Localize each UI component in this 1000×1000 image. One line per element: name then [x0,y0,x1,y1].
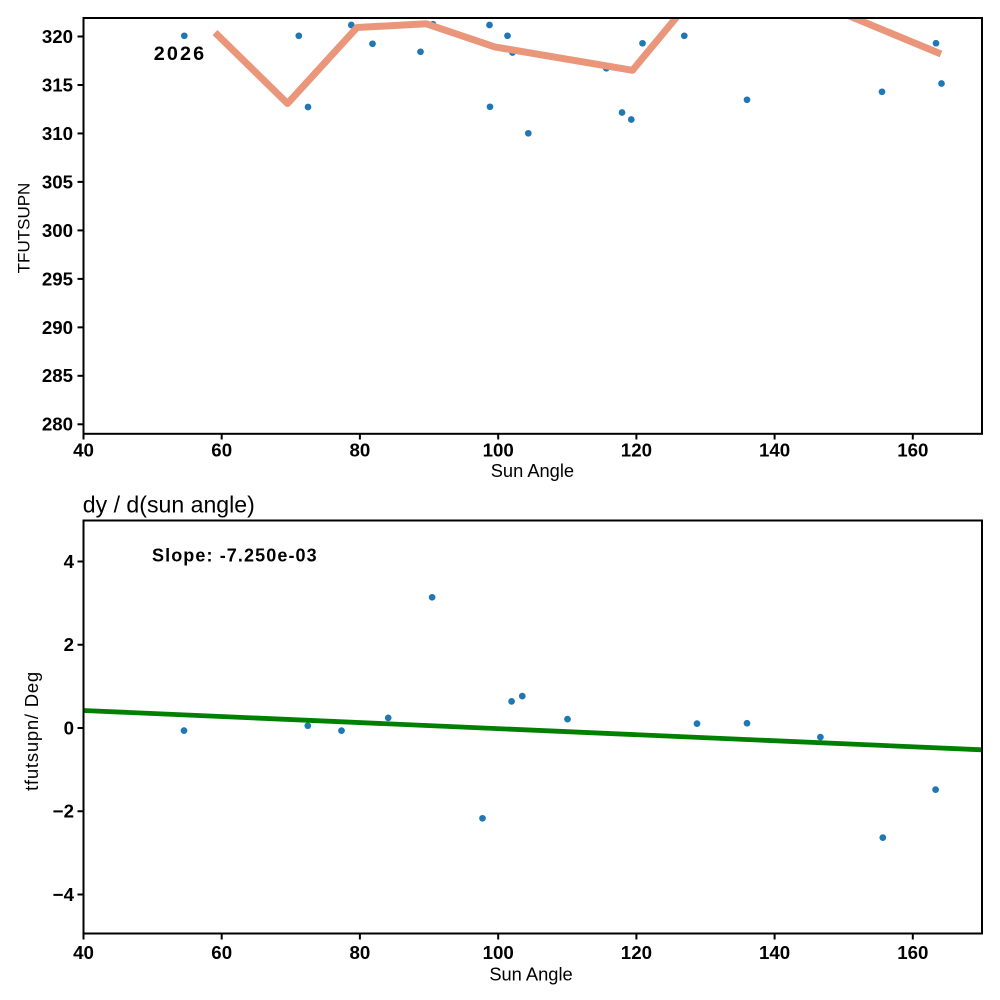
svg-text:2: 2 [64,634,74,655]
svg-text:80: 80 [350,439,371,460]
svg-text:40: 40 [73,439,94,460]
svg-text:4: 4 [64,551,75,572]
svg-text:0: 0 [64,717,74,738]
svg-text:tfutsupn/ Deg: tfutsupn/ Deg [21,671,42,791]
svg-text:295: 295 [42,268,73,289]
svg-text:290: 290 [42,317,73,338]
svg-text:100: 100 [483,942,514,963]
svg-text:Sun Angle: Sun Angle [491,460,574,481]
svg-text:120: 120 [621,942,652,963]
svg-text:285: 285 [42,365,73,386]
svg-text:140: 140 [759,942,790,963]
svg-text:300: 300 [42,220,73,241]
svg-text:80: 80 [350,942,371,963]
svg-text:Slope: -7.250e-03: Slope: -7.250e-03 [152,546,318,566]
svg-text:100: 100 [483,439,514,460]
svg-text:305: 305 [42,171,73,192]
svg-text:315: 315 [42,74,73,95]
svg-text:310: 310 [42,123,73,144]
svg-text:2026: 2026 [154,43,206,65]
svg-text:−2: −2 [53,801,74,822]
svg-text:Sun Angle: Sun Angle [489,963,572,984]
svg-text:160: 160 [897,942,928,963]
svg-text:40: 40 [73,942,94,963]
svg-text:120: 120 [621,439,652,460]
svg-text:140: 140 [759,439,790,460]
svg-text:280: 280 [42,414,73,435]
svg-text:320: 320 [42,26,73,47]
svg-text:dy / d(sun angle): dy / d(sun angle) [83,491,255,517]
svg-text:60: 60 [211,942,232,963]
svg-text:160: 160 [897,439,928,460]
svg-text:TFUTSUPN: TFUTSUPN [14,183,33,274]
svg-text:60: 60 [211,439,232,460]
svg-text:−4: −4 [53,884,75,905]
